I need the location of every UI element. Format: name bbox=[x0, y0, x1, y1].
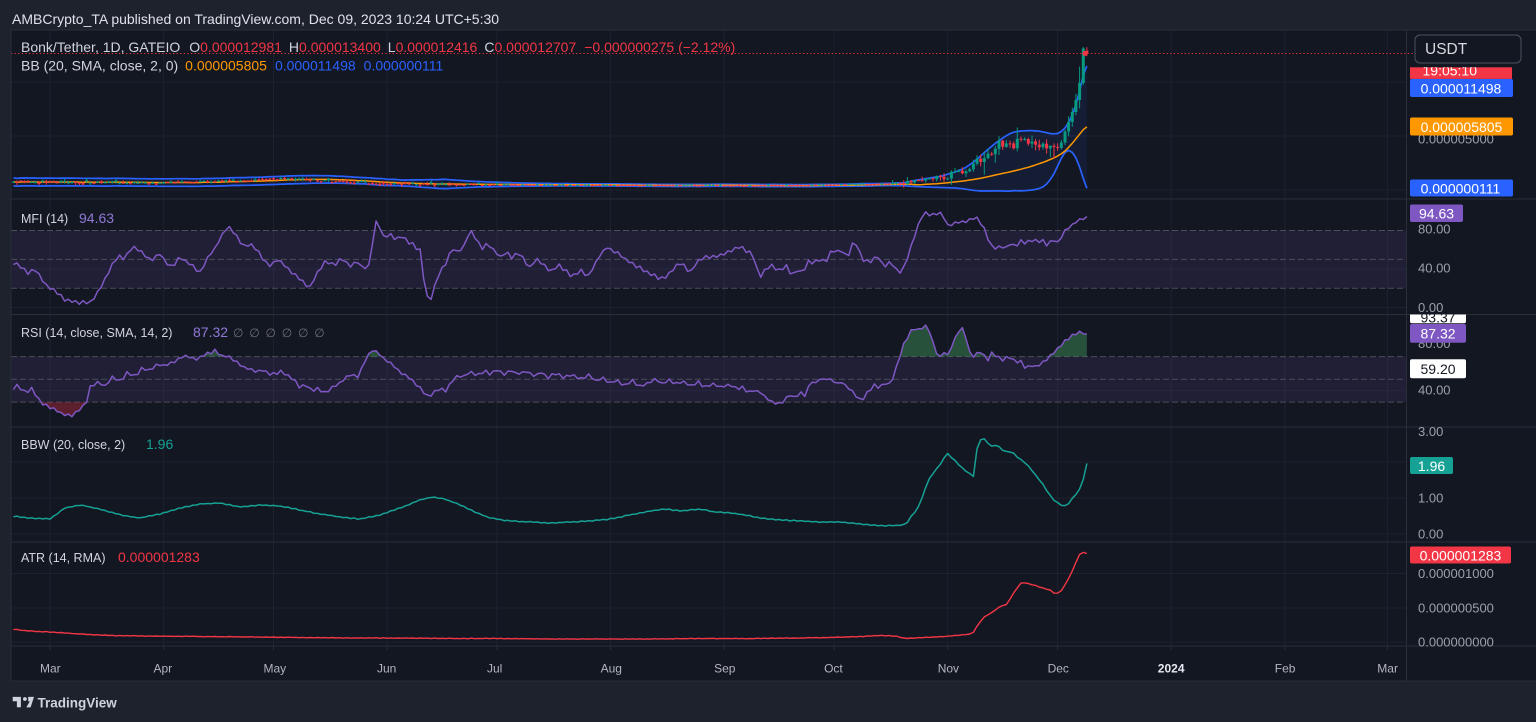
svg-text:0.000005805: 0.000005805 bbox=[1421, 119, 1503, 135]
svg-text:2024: 2024 bbox=[1158, 662, 1185, 676]
svg-text:Aug: Aug bbox=[601, 662, 622, 676]
svg-text:93.37: 93.37 bbox=[1421, 310, 1456, 326]
svg-text:TradingView: TradingView bbox=[38, 696, 118, 711]
svg-text:94.63: 94.63 bbox=[1419, 206, 1454, 222]
svg-text:1.96: 1.96 bbox=[146, 436, 173, 452]
svg-text:19:05:10: 19:05:10 bbox=[1423, 62, 1478, 78]
svg-text:Sep: Sep bbox=[714, 662, 736, 676]
svg-text:40.00: 40.00 bbox=[1418, 383, 1451, 398]
svg-text:RSI (14, close, SMA, 14, 2): RSI (14, close, SMA, 14, 2) bbox=[21, 326, 172, 340]
svg-text:94.63: 94.63 bbox=[79, 210, 114, 226]
svg-text:0.000000111: 0.000000111 bbox=[1421, 180, 1501, 196]
svg-text:BB (20, SMA, close, 2, 0)0.000: BB (20, SMA, close, 2, 0) 0.000005805 0.00… bbox=[21, 58, 444, 74]
svg-text:0.000001283: 0.000001283 bbox=[1420, 547, 1502, 563]
svg-text:0.000011498: 0.000011498 bbox=[1421, 80, 1502, 96]
svg-text:AMBCrypto_TA published on Trad: AMBCrypto_TA published on TradingView.co… bbox=[12, 11, 499, 27]
svg-text:87.32: 87.32 bbox=[1421, 326, 1456, 342]
svg-text:Nov: Nov bbox=[938, 662, 959, 676]
svg-text:59.20: 59.20 bbox=[1421, 361, 1456, 377]
svg-text:BBW (20, close, 2): BBW (20, close, 2) bbox=[21, 438, 125, 452]
svg-text:Mar: Mar bbox=[1377, 662, 1398, 676]
svg-text:MFI (14): MFI (14) bbox=[21, 212, 68, 226]
svg-text:87.32: 87.32 bbox=[193, 324, 228, 340]
svg-text:Jun: Jun bbox=[377, 662, 396, 676]
svg-text:Feb: Feb bbox=[1275, 662, 1296, 676]
svg-text:1.96: 1.96 bbox=[1418, 458, 1445, 474]
svg-text:Jul: Jul bbox=[487, 662, 502, 676]
svg-text:Apr: Apr bbox=[154, 662, 173, 676]
svg-text:40.00: 40.00 bbox=[1418, 261, 1451, 276]
svg-text:0.000001000: 0.000001000 bbox=[1418, 566, 1494, 581]
svg-text:ATR (14, RMA): ATR (14, RMA) bbox=[21, 551, 106, 565]
svg-text:Dec: Dec bbox=[1048, 662, 1069, 676]
svg-text:80.00: 80.00 bbox=[1418, 222, 1451, 237]
svg-text:USDT: USDT bbox=[1425, 41, 1468, 58]
svg-text:0.00: 0.00 bbox=[1418, 300, 1443, 315]
svg-text:0.000000500: 0.000000500 bbox=[1418, 601, 1494, 616]
svg-text:3.00: 3.00 bbox=[1418, 424, 1443, 439]
svg-text:0.00: 0.00 bbox=[1418, 527, 1443, 542]
svg-text:Oct: Oct bbox=[824, 662, 843, 676]
svg-text:0.000000000: 0.000000000 bbox=[1418, 635, 1494, 650]
svg-text:Mar: Mar bbox=[40, 662, 61, 676]
svg-text:1.00: 1.00 bbox=[1418, 491, 1443, 506]
svg-text:0.000001283: 0.000001283 bbox=[118, 549, 200, 565]
svg-text:May: May bbox=[264, 662, 287, 676]
